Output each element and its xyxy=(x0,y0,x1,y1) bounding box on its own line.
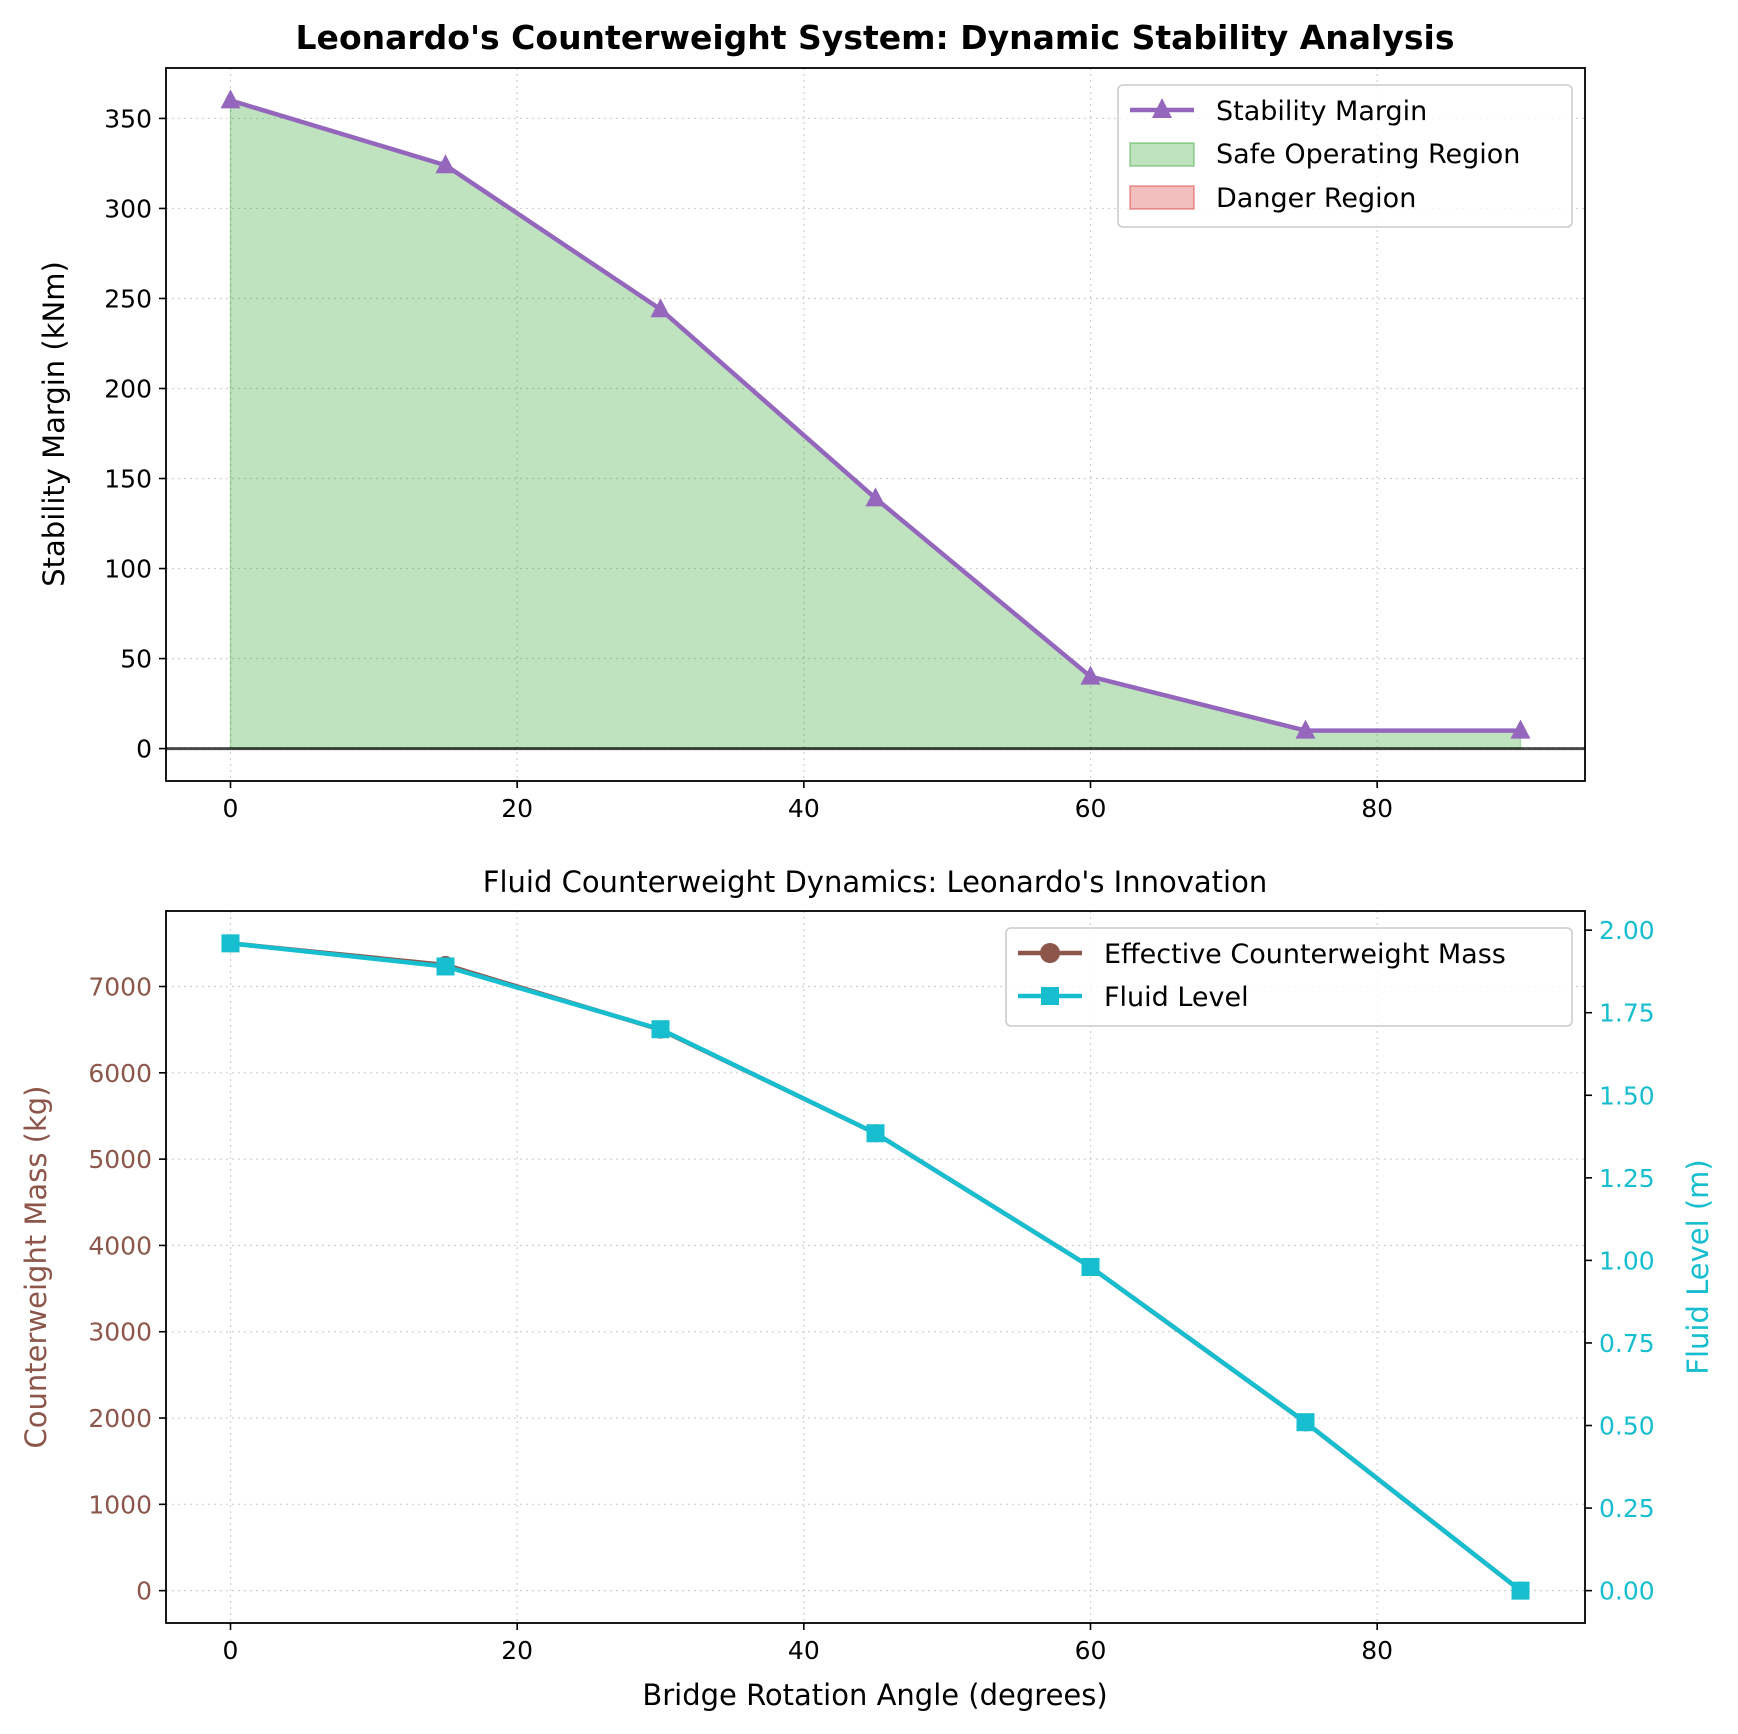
stability-chart: 0 20 40 60 80 0 50 100 150 200 250 300 350 Leonardo… xyxy=(37,18,1586,823)
safe-region-legend-swatch xyxy=(1129,142,1195,167)
fluid-legend-box xyxy=(1005,927,1573,1027)
mass-legend-marker-swatch xyxy=(1040,943,1060,963)
fluid-chart-series xyxy=(221,934,1530,1600)
fluid-level-y-tick-label: 0.25 xyxy=(1599,1494,1655,1523)
stability-y-tick-label: 150 xyxy=(104,465,152,494)
stability-chart-legend: Stability Margin Safe Operating Region D… xyxy=(1117,84,1573,228)
stability-margin-point xyxy=(1295,719,1316,739)
fluid-chart-legend: Effective Counterweight Mass Fluid Level xyxy=(1005,927,1573,1027)
fluid-level-point xyxy=(1296,1413,1315,1432)
fluid-x-tick-label: 60 xyxy=(1075,1636,1107,1665)
mass-y-tick-label: 4000 xyxy=(88,1231,152,1260)
fluid-legend-marker-swatch xyxy=(1041,987,1059,1005)
fluid-level-y-tick-label: 1.00 xyxy=(1599,1246,1655,1275)
stability-y-tick-label: 300 xyxy=(104,194,152,223)
stability-legend-box xyxy=(1117,84,1573,228)
fluid-chart-left-y-ticks: 0 1000 2000 3000 4000 5000 6000 7000 xyxy=(88,973,166,1606)
stability-legend-label: Stability Margin xyxy=(1216,96,1427,127)
mass-y-tick-label: 3000 xyxy=(88,1318,152,1347)
stability-y-tick-label: 250 xyxy=(104,284,152,313)
mass-y-tick-label: 0 xyxy=(136,1577,152,1606)
fluid-level-y-tick-label: 0.00 xyxy=(1599,1577,1655,1606)
stability-x-tick-label: 20 xyxy=(501,794,533,823)
fluid-x-tick-label: 20 xyxy=(501,1636,533,1665)
fluid-level-y-tick-label: 1.75 xyxy=(1599,999,1655,1028)
fluid-level-y-tick-label: 1.50 xyxy=(1599,1081,1655,1110)
fluid-level-y-tick-label: 1.25 xyxy=(1599,1164,1655,1193)
fluid-level-point xyxy=(1511,1581,1530,1600)
mass-y-tick-label: 1000 xyxy=(88,1490,152,1519)
mass-legend-label: Effective Counterweight Mass xyxy=(1104,939,1506,970)
stability-margin-point xyxy=(435,154,456,174)
fluid-level-point xyxy=(651,1020,670,1039)
fluid-chart-title: Fluid Counterweight Dynamics: Leonardo's… xyxy=(483,865,1267,899)
fluid-x-tick-label: 0 xyxy=(223,1636,239,1665)
mass-y-tick-label: 2000 xyxy=(88,1404,152,1433)
stability-x-tick-label: 0 xyxy=(223,794,239,823)
fluid-x-tick-label: 80 xyxy=(1361,1636,1393,1665)
stability-legend-marker-swatch xyxy=(1152,98,1172,118)
stability-margin-point xyxy=(220,89,241,109)
stability-chart-title: Leonardo's Counterweight System: Dynamic… xyxy=(296,18,1455,57)
fluid-legend-label: Fluid Level xyxy=(1104,982,1249,1013)
fluid-chart-right-y-label: Fluid Level (m) xyxy=(1681,1159,1715,1374)
fluid-level-y-tick-label: 0.75 xyxy=(1599,1329,1655,1358)
stability-chart-y-ticks: 0 50 100 150 200 250 300 350 xyxy=(104,104,166,764)
stability-chart-series xyxy=(220,89,1531,739)
stability-y-tick-label: 350 xyxy=(104,104,152,133)
stability-margin-point xyxy=(865,487,886,507)
danger-region-legend-label: Danger Region xyxy=(1216,183,1416,214)
fluid-chart-right-y-ticks: 0.00 0.25 0.50 0.75 1.00 1.25 1.50 1.75 2.00 xyxy=(1585,916,1655,1606)
fluid-level-point xyxy=(866,1124,885,1143)
danger-region-legend-swatch xyxy=(1129,185,1195,210)
stability-margin-point xyxy=(1080,665,1101,685)
mass-y-tick-label: 6000 xyxy=(88,1059,152,1088)
fluid-level-point xyxy=(221,934,240,953)
stability-x-tick-label: 80 xyxy=(1361,794,1393,823)
stability-y-tick-label: 200 xyxy=(104,374,152,403)
mass-y-tick-label: 5000 xyxy=(88,1145,152,1174)
mass-y-tick-label: 7000 xyxy=(88,973,152,1002)
fluid-level-point xyxy=(1081,1258,1100,1276)
stability-y-tick-label: 50 xyxy=(120,645,152,674)
stability-y-tick-label: 100 xyxy=(104,555,152,584)
fluid-chart: 0 20 40 60 80 01000200030004000500060007000 … xyxy=(19,865,1715,1712)
stability-chart-frame xyxy=(165,67,1586,782)
fluid-level-y-tick-label: 2.00 xyxy=(1599,916,1655,945)
safe-region-legend-label: Safe Operating Region xyxy=(1216,139,1520,170)
stability-chart-x-ticks: 0 20 40 60 80 xyxy=(223,781,1393,823)
fluid-chart-x-label: Bridge Rotation Angle (degrees) xyxy=(642,1678,1107,1712)
fluid-x-tick-label: 40 xyxy=(788,1636,820,1665)
stability-y-tick-label: 0 xyxy=(136,735,152,764)
fluid-level-y-tick-label: 0.50 xyxy=(1599,1412,1655,1441)
fluid-chart-left-y-label: Counterweight Mass (kg) xyxy=(19,1086,53,1449)
stability-margin-point xyxy=(1510,719,1531,739)
stability-x-tick-label: 60 xyxy=(1075,794,1107,823)
fluid-chart-frame xyxy=(165,910,1586,1624)
fluid-chart-x-ticks: 0 20 40 60 80 xyxy=(223,1623,1393,1665)
stability-chart-y-label: Stability Margin (kNm) xyxy=(37,261,71,587)
fluid-level-point xyxy=(436,957,455,976)
stability-margin-point xyxy=(650,298,671,318)
stability-x-tick-label: 40 xyxy=(788,794,820,823)
